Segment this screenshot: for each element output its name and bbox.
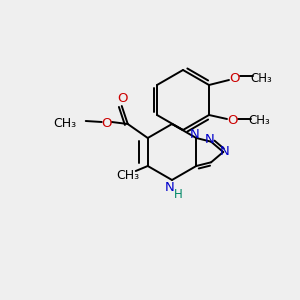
Text: O: O xyxy=(228,114,238,127)
Text: CH₃: CH₃ xyxy=(250,72,272,85)
Text: N: N xyxy=(189,128,199,141)
Text: N: N xyxy=(205,133,215,146)
Text: O: O xyxy=(101,117,112,130)
Text: CH₃: CH₃ xyxy=(54,117,77,130)
Text: O: O xyxy=(118,92,128,105)
Text: O: O xyxy=(230,72,240,85)
Text: CH₃: CH₃ xyxy=(248,114,270,127)
Text: N: N xyxy=(165,181,175,194)
Text: H: H xyxy=(174,188,182,201)
Text: CH₃: CH₃ xyxy=(116,169,139,182)
Text: N: N xyxy=(219,145,229,158)
